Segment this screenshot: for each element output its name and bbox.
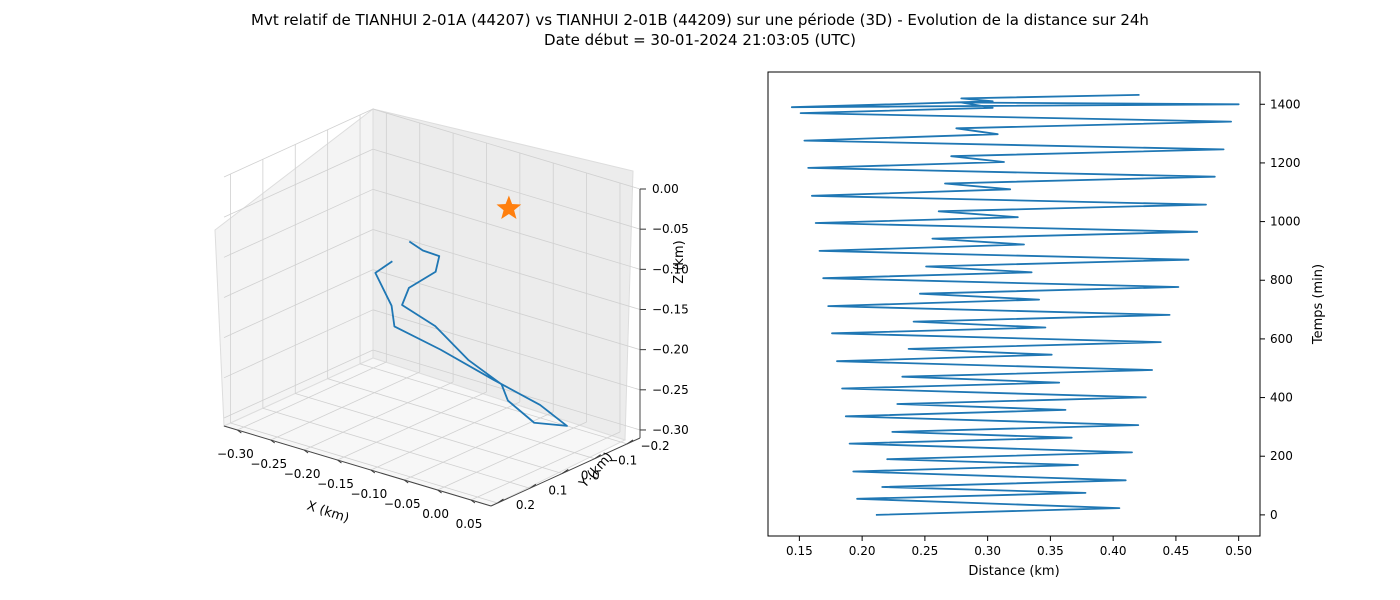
tick-label-y-2d: 1400 xyxy=(1270,97,1301,111)
tick-label-y: 0.0 xyxy=(581,468,600,482)
tick-label-y: 0.1 xyxy=(548,483,567,497)
tick-label-x: −0.30 xyxy=(217,447,254,461)
grid-line-z xyxy=(223,188,374,258)
tick-label-y-2d: 1000 xyxy=(1270,215,1301,229)
tick-label-z: −0.25 xyxy=(652,383,689,397)
tick-label-x-2d: 0.45 xyxy=(1163,544,1190,558)
tick-label-x-2d: 0.40 xyxy=(1100,544,1127,558)
grid-line-x xyxy=(370,401,521,471)
tick-label-z: −0.10 xyxy=(652,262,689,276)
grid-line-y xyxy=(327,378,595,460)
tick-label-y-2d: 400 xyxy=(1270,391,1293,405)
tick-label-z: −0.05 xyxy=(652,222,689,236)
grid-line-z xyxy=(372,188,641,270)
x-axis-line xyxy=(223,425,492,507)
grid-line-y xyxy=(262,407,530,489)
tick-label-z: −0.30 xyxy=(652,423,689,437)
tick-label-y-2d: 200 xyxy=(1270,449,1293,463)
grid-line-z xyxy=(372,349,641,431)
grid-line-z xyxy=(223,229,374,298)
tick-label-y-2d: 0 xyxy=(1270,508,1278,522)
tick-label-x-2d: 0.50 xyxy=(1225,544,1252,558)
grid-line-z xyxy=(223,269,374,339)
tick-label-z: −0.15 xyxy=(652,302,689,316)
title-line-2: Date début = 30-01-2024 21:03:05 (UTC) xyxy=(544,31,856,49)
distance-line xyxy=(790,94,1240,516)
grid-line-y xyxy=(230,422,498,504)
grid-line-x xyxy=(470,431,621,501)
trajectory-line xyxy=(374,240,568,427)
star-marker xyxy=(496,195,522,219)
tick-label-x: −0.25 xyxy=(250,457,287,471)
grid-line-x xyxy=(404,411,554,481)
tick-label-x: −0.10 xyxy=(350,487,387,501)
figure-title: Mvt relatif de TIANHUI 2-01A (44207) vs … xyxy=(0,10,1400,50)
grid-line-x xyxy=(437,421,587,491)
grid-line-x xyxy=(270,371,420,441)
grid-line-x xyxy=(303,381,454,451)
grid-line-z xyxy=(372,148,641,230)
grid-line-z xyxy=(372,229,641,310)
grid-line-z xyxy=(223,108,374,178)
grid-line-z xyxy=(223,309,374,379)
tick-label-y-2d: 1200 xyxy=(1270,156,1301,170)
title-line-1: Mvt relatif de TIANHUI 2-01A (44207) vs … xyxy=(251,11,1149,29)
tick-label-y-2d: 600 xyxy=(1270,332,1293,346)
z-axis-label: Z (km) xyxy=(672,240,687,283)
plot-3d: −0.30−0.25−0.20−0.15−0.10−0.050.000.05−0… xyxy=(214,107,689,531)
grid-line-y xyxy=(359,363,628,445)
x-axis-label-2d: Distance (km) xyxy=(968,564,1059,579)
tick-label-x: −0.05 xyxy=(384,497,421,511)
tick-label-x-2d: 0.35 xyxy=(1037,544,1064,558)
tick-label-x-2d: 0.25 xyxy=(912,544,939,558)
grid-line-x xyxy=(237,361,387,431)
tick-label-x-2d: 0.30 xyxy=(974,544,1001,558)
x-axis-label: X (km) xyxy=(305,499,351,527)
tick-label-x: 0.05 xyxy=(456,517,483,531)
y-axis-line xyxy=(490,437,641,507)
grid-line-z xyxy=(223,349,374,419)
tick-label-y: −0.1 xyxy=(608,454,637,468)
tick-label-z: −0.20 xyxy=(652,343,689,357)
grid-line-x xyxy=(337,391,487,461)
tick-label-y: 0.2 xyxy=(516,498,535,512)
grid-line-y xyxy=(295,393,563,474)
axes-2d: 0.15 0.20 0.25 0.30 0.35 0.40 0.45 0.50 0 200 400 6… xyxy=(786,97,1301,558)
tick-label-z: 0.00 xyxy=(652,182,679,196)
tick-label-y-2d: 800 xyxy=(1270,273,1293,287)
tick-label-x: −0.15 xyxy=(317,477,354,491)
tick-label-x-2d: 0.20 xyxy=(849,544,876,558)
grid-line-z xyxy=(223,148,374,218)
grid-line-z xyxy=(372,108,641,190)
grid-line-z xyxy=(372,309,641,391)
ticks-3d: −0.30−0.25−0.20−0.15−0.10−0.050.000.05−0… xyxy=(217,182,689,531)
tick-label-x-2d: 0.15 xyxy=(786,544,813,558)
tick-label-x: −0.20 xyxy=(284,467,321,481)
tick-label-x: 0.00 xyxy=(422,507,449,521)
y-axis-label-2d: Temps (min) xyxy=(1311,264,1326,345)
tick-label-y: −0.2 xyxy=(640,439,669,453)
plot-2d: 0.15 0.20 0.25 0.30 0.35 0.40 0.45 0.50 0 200 400 6… xyxy=(767,71,1326,579)
